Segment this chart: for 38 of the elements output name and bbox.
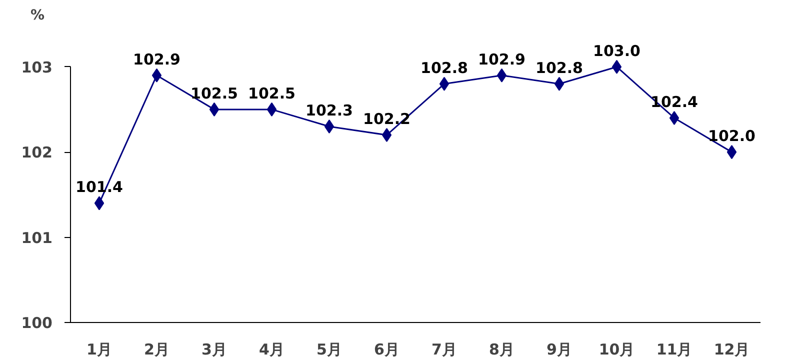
point — [554, 76, 564, 91]
data-label: 102.9 — [133, 50, 180, 68]
data-label: 102.8 — [536, 58, 583, 77]
x-tick-label: 2月 — [144, 340, 170, 358]
point — [152, 68, 162, 82]
point — [439, 76, 450, 91]
data-label: 102.0 — [708, 127, 756, 146]
data-label: 102.9 — [478, 50, 526, 68]
point — [94, 196, 104, 210]
point — [726, 145, 737, 160]
x-tick-label: 3月 — [202, 340, 227, 358]
x-tick-label: 7月 — [432, 340, 457, 358]
y-axis-title: % — [30, 8, 45, 24]
x-tick-label: 8月 — [489, 340, 514, 358]
data-label: 103.0 — [593, 42, 640, 60]
x-tick-label: 9月 — [546, 340, 572, 358]
point — [266, 102, 277, 116]
y-tick-label: 101 — [21, 228, 52, 247]
data-label: 102.5 — [190, 84, 238, 102]
y-tick-label: 102 — [21, 144, 52, 162]
x-tick-label: 10月 — [598, 340, 635, 358]
point — [669, 110, 680, 125]
x-tick-label: 1月 — [86, 340, 112, 358]
data-label: 102.5 — [248, 84, 296, 102]
point — [209, 102, 220, 116]
data-label: 102.8 — [420, 58, 468, 77]
point — [496, 68, 507, 82]
x-tick-label: 5月 — [316, 340, 342, 358]
x-tick-label: 12月 — [714, 340, 750, 358]
point — [324, 120, 334, 134]
x-tick-label: 6月 — [374, 340, 400, 358]
point — [382, 128, 392, 142]
x-tick-label: 11月 — [656, 340, 692, 358]
data-label: 102.3 — [306, 102, 353, 120]
y-tick-label: 100 — [21, 314, 52, 332]
x-tick-label: 4月 — [259, 340, 284, 358]
y-tick-label: 103 — [21, 58, 52, 76]
point — [612, 60, 622, 74]
